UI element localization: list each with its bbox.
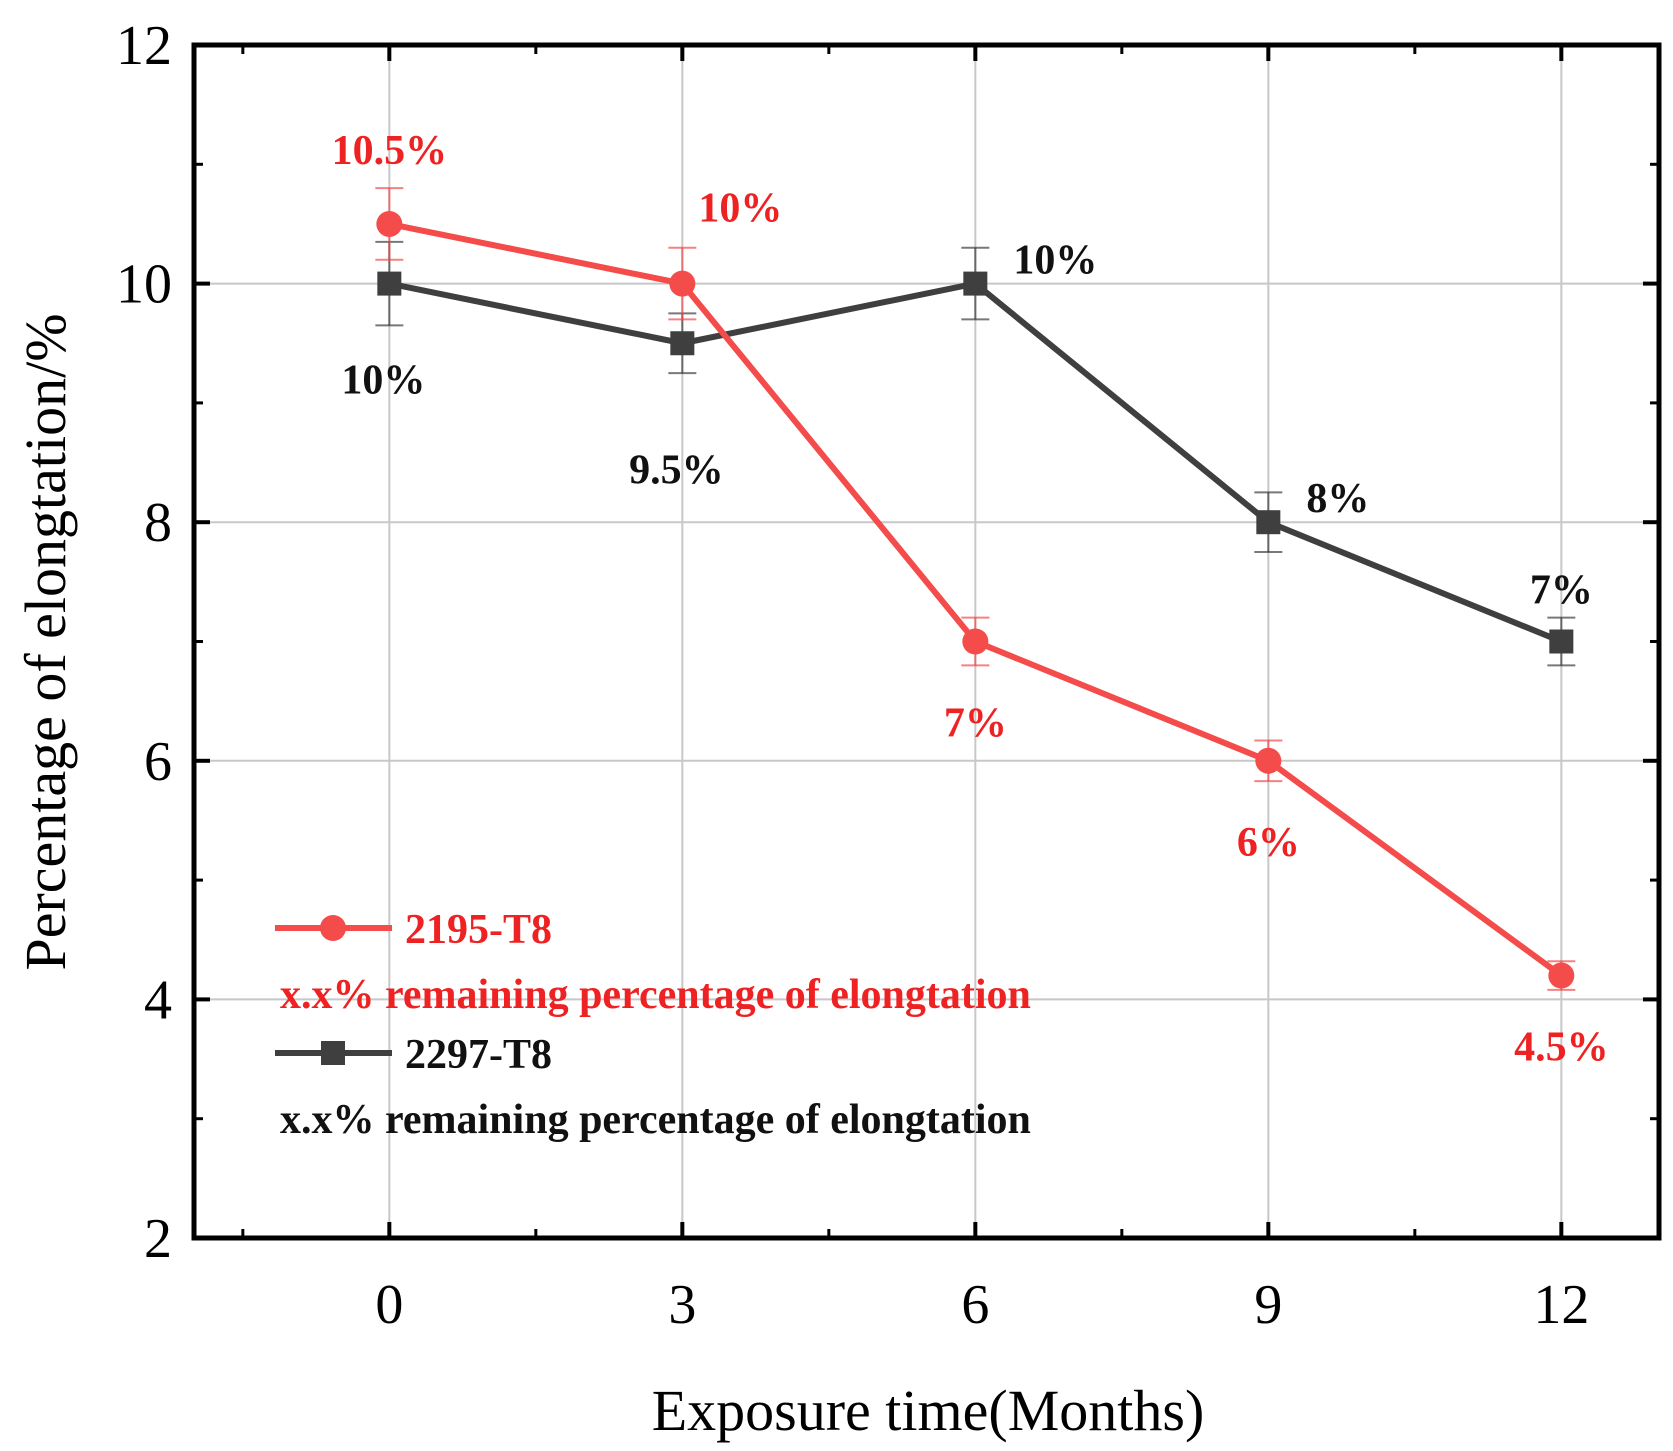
data-point: [376, 210, 403, 237]
data-point: [962, 628, 989, 655]
data-label: 10%: [698, 186, 782, 232]
data-point: [963, 271, 988, 296]
data-label: 10%: [341, 358, 425, 404]
data-labels: 10% 9.5% 10% 8% 7% 10.5% 10% 7% 6% 4.5%: [332, 128, 1609, 1071]
data-point: [670, 331, 695, 356]
y-tick-label: 10: [116, 254, 172, 316]
y-tick-label: 6: [144, 731, 172, 793]
series-2195-T8: [375, 187, 1576, 991]
legend-note: x.x% remaining percentage of elongtation: [280, 972, 1031, 1018]
data-point: [1255, 747, 1282, 774]
data-label: 4.5%: [1514, 1025, 1609, 1071]
legend-note: x.x% remaining percentage of elongtation: [280, 1097, 1031, 1143]
x-tick-label: 9: [1254, 1274, 1282, 1336]
data-label: 10%: [1013, 238, 1097, 284]
legend: 2195-T8 x.x% remaining percentage of elon…: [275, 907, 1031, 1143]
data-point: [1256, 510, 1281, 535]
data-point: [669, 270, 696, 297]
series: [375, 187, 1576, 991]
y-tick-label: 12: [116, 15, 172, 77]
data-label: 10.5%: [332, 128, 448, 174]
data-label: 7%: [944, 701, 1007, 747]
legend-label: 2195-T8: [405, 907, 552, 953]
legend-marker: [321, 1041, 345, 1065]
data-label: 7%: [1530, 568, 1593, 614]
data-point: [1548, 962, 1575, 989]
x-tick-label: 3: [668, 1274, 696, 1336]
legend-marker: [320, 915, 346, 941]
y-tick-label: 4: [144, 969, 172, 1031]
y-tick-label: 2: [144, 1208, 172, 1270]
data-point: [1549, 629, 1574, 654]
legend-entry-2297-T8: 2297-T8 x.x% remaining percentage of elon…: [275, 1032, 1031, 1143]
x-axis-title: Exposure time(Months): [652, 1378, 1205, 1443]
tick-labels: 0 3 6 9 12 2 4 6 8 10 12: [116, 15, 1589, 1336]
legend-entry-2195-T8: 2195-T8 x.x% remaining percentage of elon…: [275, 907, 1031, 1018]
data-label: 6%: [1237, 820, 1300, 866]
y-tick-label: 8: [144, 492, 172, 554]
data-point: [377, 271, 402, 296]
y-axis-title: Percentage of elongtation/%: [13, 313, 78, 970]
plot-frame: [191, 42, 1662, 1241]
series-2297-T8: [375, 240, 1576, 667]
x-tick-label: 6: [961, 1274, 989, 1336]
data-label: 9.5%: [629, 447, 724, 493]
legend-label: 2297-T8: [405, 1032, 552, 1078]
x-tick-label: 12: [1533, 1274, 1589, 1336]
data-label: 8%: [1306, 476, 1369, 522]
x-tick-label: 0: [375, 1274, 403, 1336]
